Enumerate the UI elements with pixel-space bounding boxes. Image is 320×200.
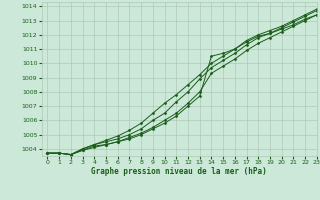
X-axis label: Graphe pression niveau de la mer (hPa): Graphe pression niveau de la mer (hPa): [91, 167, 267, 176]
